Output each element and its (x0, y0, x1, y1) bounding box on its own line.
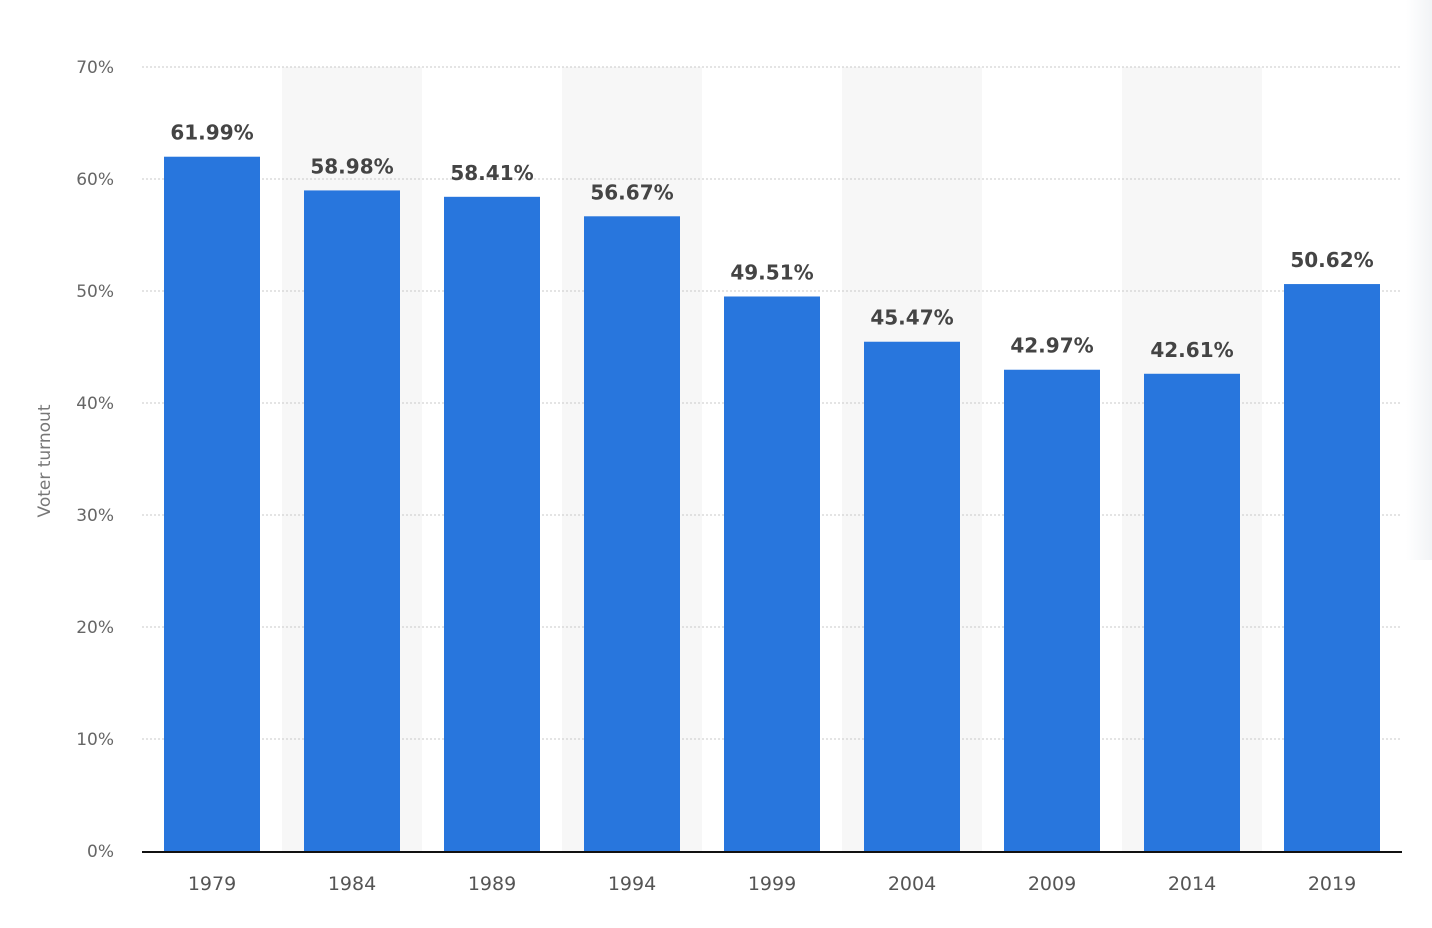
x-tick-label: 1999 (748, 873, 796, 895)
y-tick-label: 10% (76, 730, 114, 750)
bar-1994 (584, 216, 680, 851)
data-label: 49.51% (730, 260, 813, 284)
y-tick-label: 20% (76, 618, 114, 638)
data-label: 61.99% (170, 121, 253, 145)
x-tick-label: 1984 (328, 873, 376, 895)
y-tick-label: 0% (87, 842, 114, 862)
bars (164, 156, 1380, 852)
data-label: 45.47% (870, 306, 953, 330)
bar-1999 (724, 296, 820, 851)
x-tick-label: 1994 (608, 873, 656, 895)
x-tick-label: 2004 (888, 873, 936, 895)
y-axis-title: Voter turnout (35, 404, 55, 517)
y-tick-label: 30% (76, 506, 114, 526)
data-label: 58.98% (310, 154, 393, 178)
data-label: 42.61% (1150, 338, 1233, 362)
data-label: 56.67% (590, 180, 673, 204)
bar-1979 (164, 156, 260, 851)
x-axis-ticks: 1979 1984 1989 1994 1999 2004 2009 2014 2019 (188, 873, 1356, 895)
bar-1984 (304, 190, 400, 851)
y-tick-label: 40% (76, 394, 114, 414)
scroll-edge-shadow (1406, 0, 1432, 560)
bar-1989 (444, 196, 540, 852)
data-label: 42.97% (1010, 334, 1093, 358)
x-tick-label: 1979 (188, 873, 236, 895)
x-tick-label: 2019 (1308, 873, 1356, 895)
x-tick-label: 2009 (1028, 873, 1076, 895)
x-tick-label: 2014 (1168, 873, 1216, 895)
y-tick-label: 60% (76, 170, 114, 190)
data-label: 50.62% (1290, 248, 1373, 272)
y-tick-label: 50% (76, 282, 114, 302)
bar-2019 (1284, 284, 1380, 851)
bar-2014 (1144, 373, 1240, 851)
y-tick-label: 70% (76, 58, 114, 78)
bar-2004 (864, 341, 960, 851)
x-tick-label: 1989 (468, 873, 516, 895)
data-labels: 61.99% 58.98% 58.41% 56.67% 49.51% 45.47% 42.9… (170, 121, 1373, 362)
y-axis-ticks: 0% 10% 20% 30% 40% 50% 60% 70% (76, 58, 114, 862)
bar-2009 (1004, 369, 1100, 851)
data-label: 58.41% (450, 161, 533, 185)
